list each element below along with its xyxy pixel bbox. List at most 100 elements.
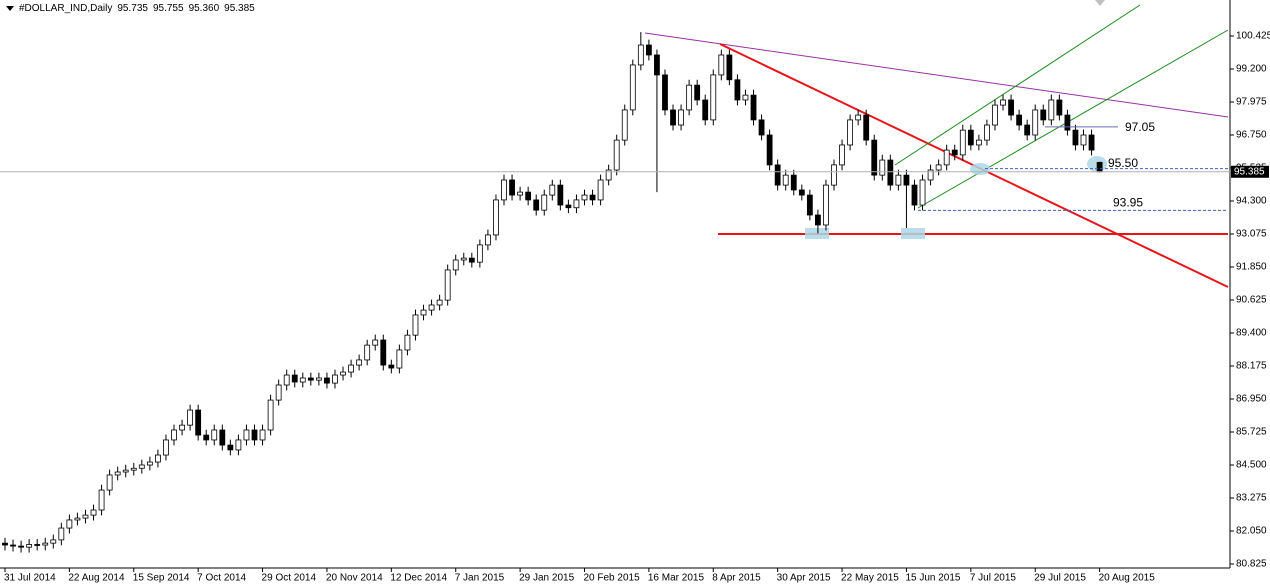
candle-body — [629, 64, 636, 111]
candle-body — [155, 454, 161, 463]
channel-upper — [894, 4, 1141, 166]
candle-body — [815, 214, 821, 226]
candle-body — [847, 119, 854, 146]
x-tick-label: 30 Apr 2015 — [777, 573, 831, 584]
candle-body — [774, 164, 781, 186]
current-price-label: 95.385 — [1234, 166, 1265, 177]
current-price-box — [1231, 165, 1269, 178]
x-tick-label: 16 Mar 2015 — [648, 573, 705, 584]
candle-body — [163, 439, 169, 456]
candle-body — [670, 109, 676, 126]
candle-body — [831, 164, 837, 186]
y-tick-label: 80.825 — [1236, 559, 1267, 570]
y-tick-label: 94.300 — [1236, 196, 1267, 207]
trendline-resistance — [644, 32, 1229, 118]
x-tick-label: 29 Jan 2015 — [519, 573, 574, 584]
candle-body — [251, 429, 258, 441]
candle-body — [943, 149, 950, 166]
x-tick-label: 15 Sep 2014 — [133, 573, 190, 584]
candle-body — [267, 399, 274, 431]
candle-body — [106, 474, 113, 491]
candle-body — [694, 84, 701, 101]
support-zone — [901, 228, 925, 239]
candle-body — [750, 94, 757, 121]
candle-body — [493, 199, 499, 236]
candle-body — [203, 434, 210, 441]
candle-body — [428, 304, 435, 311]
candle-body — [798, 189, 805, 196]
candle-body — [74, 517, 81, 521]
candle-body — [444, 269, 451, 301]
candle-body — [2, 542, 8, 546]
candle-body — [388, 364, 395, 369]
y-tick-label: 89.400 — [1236, 328, 1267, 339]
candle-body — [485, 234, 491, 246]
candle-body — [1040, 109, 1047, 121]
candle-body — [806, 194, 813, 216]
y-tick-label: 82.050 — [1236, 526, 1267, 537]
candle-body — [533, 199, 540, 211]
candle-body — [766, 134, 773, 166]
level-label: 95.50 — [1108, 156, 1138, 170]
candle-body — [710, 74, 717, 121]
last-high: 95.755 — [152, 3, 184, 14]
candle-body — [1016, 114, 1023, 126]
candle-body — [517, 191, 524, 196]
support-zone — [805, 228, 829, 239]
header-arrow — [6, 5, 14, 11]
candle-body — [259, 429, 266, 441]
candle-body — [645, 44, 652, 56]
candle-body — [1008, 99, 1014, 116]
candle-body — [984, 124, 990, 141]
candle-body — [324, 377, 330, 384]
x-tick-label: 8 Apr 2015 — [712, 573, 761, 584]
candle-body — [734, 79, 741, 101]
candle-body — [541, 194, 548, 211]
candle-body — [452, 259, 459, 271]
candle-body — [911, 184, 918, 206]
candle-body — [975, 139, 982, 146]
candle-body — [549, 184, 556, 196]
candle-body — [1000, 99, 1006, 106]
candle-body — [557, 184, 564, 206]
candle-body — [839, 144, 845, 166]
level-label: 97.05 — [1125, 120, 1155, 134]
candle-body — [597, 179, 604, 201]
y-tick-label: 88.175 — [1236, 361, 1267, 372]
candle-body — [299, 377, 306, 383]
candle-body — [50, 539, 57, 544]
x-tick-label: 20 Aug 2015 — [1099, 573, 1156, 584]
candle-body — [654, 54, 660, 76]
candle-body — [605, 169, 612, 181]
candle-body — [404, 334, 411, 351]
candle-body — [589, 194, 596, 201]
candle-body — [307, 377, 314, 381]
candle-body — [887, 159, 894, 186]
candle-body — [895, 174, 902, 186]
level-label: 93.95 — [1113, 196, 1143, 210]
candle-body — [114, 471, 121, 476]
candle-body — [613, 139, 620, 171]
candle-body — [903, 174, 910, 186]
candle-body — [235, 439, 242, 451]
x-tick-label: 29 Oct 2014 — [262, 573, 317, 584]
scroll-marker — [1095, 0, 1105, 6]
y-tick-label: 96.750 — [1236, 130, 1267, 141]
candle-body — [460, 257, 467, 261]
candle-body — [1080, 134, 1087, 146]
candle-body — [243, 429, 250, 441]
candle-body — [565, 204, 572, 209]
candle-body — [98, 489, 105, 511]
candle-body — [1088, 134, 1095, 151]
candle-body — [1056, 99, 1063, 116]
x-tick-label: 29 Jul 2015 — [1034, 573, 1086, 584]
candle-body — [171, 429, 177, 441]
candle-body — [436, 299, 443, 306]
channel-lower — [917, 29, 1229, 209]
candle-body — [82, 514, 89, 519]
y-tick-label: 86.950 — [1236, 394, 1267, 405]
candle-body — [219, 429, 226, 446]
candle-body — [227, 444, 234, 451]
candle-body — [509, 179, 515, 196]
candle-body — [573, 199, 580, 209]
